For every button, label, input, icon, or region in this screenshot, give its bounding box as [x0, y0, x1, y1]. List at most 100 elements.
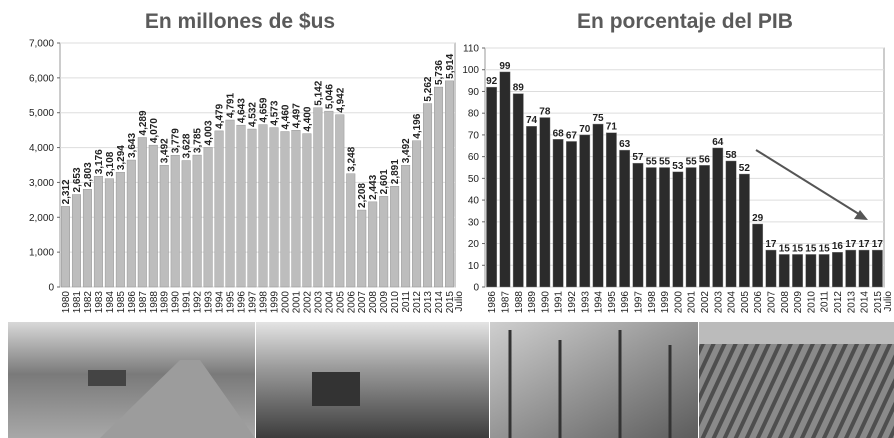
y-tick-label: 70: [468, 130, 480, 141]
bar: [619, 149, 631, 288]
bar: [115, 171, 125, 288]
photo-roller: [312, 372, 360, 406]
value-label: 4,643: [237, 98, 248, 123]
x-tick-label: 2007: [357, 291, 368, 314]
value-label: 3,785: [193, 128, 204, 153]
chart-title: En millones de $us: [145, 10, 335, 33]
value-label: 15: [792, 243, 804, 254]
value-label: 4,400: [302, 106, 313, 131]
x-tick-label: 2007: [766, 291, 777, 314]
value-label: 70: [579, 124, 591, 135]
y-tick-label: 100: [462, 65, 479, 76]
bar: [552, 139, 564, 288]
photo-paving: [256, 322, 489, 438]
x-tick-label: 2001: [687, 291, 698, 314]
photo-electric: [490, 322, 698, 438]
x-tick-label: 2009: [793, 291, 804, 314]
y-tick-label: 30: [468, 217, 480, 228]
value-label: 3,176: [94, 149, 105, 174]
bar: [672, 171, 684, 288]
x-tick-label: 1991: [554, 291, 565, 314]
value-label: 29: [752, 213, 764, 224]
x-tick-label: 1999: [660, 291, 671, 314]
value-label: 55: [686, 157, 698, 168]
x-tick-label: 2002: [700, 291, 711, 314]
value-label: 67: [566, 130, 578, 141]
value-label: 4,003: [204, 120, 215, 145]
bar: [170, 155, 180, 288]
value-label: 2,312: [61, 179, 72, 204]
x-tick-label: 2012: [412, 291, 423, 314]
x-tick-label: 1989: [527, 291, 538, 314]
x-tick-label: 1997: [633, 291, 644, 314]
value-label: 71: [606, 122, 618, 133]
value-label: 15: [805, 243, 817, 254]
bar: [82, 189, 92, 288]
bar: [725, 160, 737, 288]
y-tick-label: 0: [48, 283, 54, 294]
value-label: 89: [513, 83, 525, 94]
x-tick-label: 1998: [258, 291, 269, 314]
bar: [324, 110, 334, 288]
bar: [778, 254, 790, 288]
value-label: 3,108: [105, 151, 116, 176]
x-tick-label: 2000: [673, 291, 684, 314]
bar: [137, 137, 147, 288]
value-label: 4,497: [291, 103, 302, 128]
x-tick-label: 1989: [160, 291, 171, 314]
value-label: 4,573: [269, 100, 280, 125]
bar: [792, 254, 803, 288]
bar: [258, 124, 268, 288]
x-tick-label: 1999: [269, 291, 280, 314]
bar: [335, 114, 345, 288]
plot-area: [484, 47, 885, 288]
value-label: 63: [619, 139, 631, 150]
bar: [236, 124, 246, 288]
x-tick-label: 2000: [280, 291, 291, 314]
arrow-line: [755, 149, 863, 217]
value-label: 4,460: [280, 104, 291, 129]
bar: [858, 249, 870, 288]
bar: [752, 223, 764, 288]
bar: [379, 196, 389, 288]
photos: [8, 322, 894, 438]
value-label: 3,492: [160, 138, 171, 163]
y-tick-label: 7,000: [29, 39, 54, 50]
bar: [357, 209, 367, 288]
value-label: 92: [486, 76, 498, 87]
value-label: 68: [553, 128, 565, 139]
bar: [712, 147, 724, 288]
bar: [765, 249, 777, 288]
value-label: 52: [739, 163, 751, 174]
value-label: 64: [712, 137, 724, 148]
bar: [313, 107, 323, 288]
x-tick-label: 2015: [445, 291, 456, 314]
bar: [592, 123, 604, 288]
value-label: 15: [779, 243, 791, 254]
y-tick-label: 5,000: [29, 108, 54, 119]
value-label: 17: [845, 239, 857, 250]
x-tick-label: 2011: [820, 291, 831, 313]
x-tick-label: 1980: [61, 291, 72, 314]
x-tick-label: 1995: [226, 291, 237, 314]
bar: [93, 176, 103, 288]
value-label: 4,289: [138, 110, 149, 135]
bar: [805, 254, 817, 288]
value-label: 4,196: [412, 113, 423, 138]
bar: [302, 133, 312, 288]
bar: [699, 165, 710, 288]
bar: [512, 93, 524, 288]
x-tick-label: 2010: [806, 291, 817, 314]
x-tick-label: 1981: [72, 291, 83, 314]
bar: [526, 126, 537, 288]
bar: [159, 165, 169, 288]
bar: [280, 131, 290, 288]
x-tick-label: 2014: [434, 291, 445, 314]
x-tick-label: 1988: [149, 291, 160, 314]
bar: [738, 173, 750, 288]
chart-title: En porcentaje del PIB: [577, 10, 793, 33]
photo-machine: [88, 370, 126, 386]
bar: [104, 178, 114, 288]
bar: [685, 167, 697, 288]
